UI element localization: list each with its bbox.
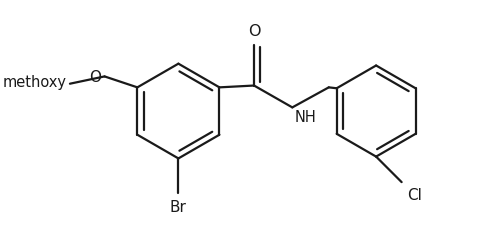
Text: methoxy: methoxy [2, 75, 66, 90]
Text: NH: NH [295, 110, 317, 125]
Text: Cl: Cl [407, 187, 422, 202]
Text: Br: Br [170, 199, 187, 214]
Text: O: O [248, 24, 260, 39]
Text: O: O [89, 70, 101, 85]
